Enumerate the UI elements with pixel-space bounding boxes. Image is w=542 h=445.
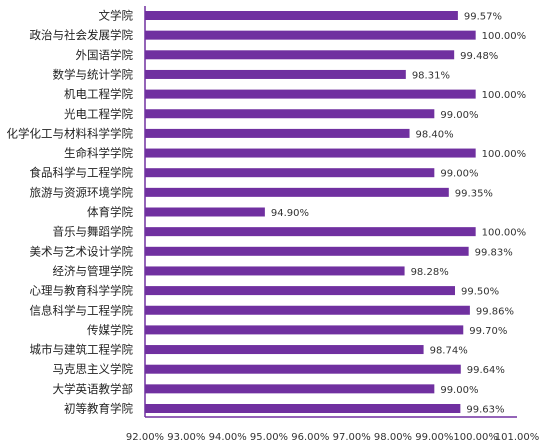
bar [145, 30, 476, 40]
category-label: 传媒学院 [87, 323, 133, 337]
bars-group [145, 11, 476, 413]
bar [145, 109, 435, 119]
data-label: 99.70% [469, 326, 507, 337]
data-label: 100.00% [482, 228, 526, 239]
category-label: 政治与社会发展学院 [30, 28, 134, 42]
data-label: 99.00% [440, 110, 478, 121]
data-label: 99.57% [464, 12, 502, 23]
category-label: 信息科学与工程学院 [30, 303, 134, 317]
category-label: 食品科学与工程学院 [30, 166, 134, 180]
bar [145, 404, 461, 413]
data-label: 99.63% [466, 405, 504, 416]
category-label: 化学化工与材料科学学院 [7, 126, 134, 140]
category-label: 心理与教育科学学院 [30, 284, 134, 298]
bar [145, 207, 265, 217]
data-label: 98.31% [412, 70, 450, 81]
bar [145, 227, 476, 237]
category-label: 外国语学院 [76, 48, 134, 62]
data-label: 99.50% [461, 287, 499, 298]
category-label: 大学英语教学部 [53, 382, 134, 396]
category-label: 文学院 [99, 9, 134, 23]
x-tick-label: 97.00% [333, 432, 371, 443]
data-label: 94.90% [271, 208, 309, 219]
bar [145, 286, 455, 296]
x-tick-label: 94.00% [209, 432, 247, 443]
category-label: 美术与艺术设计学院 [30, 244, 134, 258]
category-label: 城市与建筑工程学院 [30, 343, 134, 357]
data-label: 98.28% [411, 267, 449, 278]
x-tick-label: 93.00% [167, 432, 205, 443]
data-label: 99.64% [467, 365, 505, 376]
data-label: 99.00% [440, 169, 478, 180]
x-tick-label: 96.00% [291, 432, 329, 443]
category-label: 旅游与资源环境学院 [30, 185, 134, 199]
bar [145, 89, 476, 99]
category-label: 音乐与舞蹈学院 [53, 225, 134, 239]
category-label: 光电工程学院 [64, 107, 133, 121]
bar [145, 345, 424, 355]
data-label: 98.74% [430, 346, 468, 357]
tick-labels-group: 92.00% 93.00% 94.00% 95.00% 96.00% 97.00% 98.0… [126, 432, 539, 443]
data-label: 100.00% [482, 31, 526, 42]
x-tick-label: 99.00% [415, 432, 453, 443]
data-label: 99.48% [460, 51, 498, 62]
category-label: 生命科学学院 [64, 146, 133, 160]
bar [145, 11, 458, 20]
bar [145, 325, 464, 335]
data-label: 99.83% [475, 247, 513, 258]
category-label: 经济与管理学院 [53, 264, 134, 278]
x-tick-label: 92.00% [126, 432, 164, 443]
bar [145, 246, 469, 256]
x-tick-label: 100.00% [453, 432, 498, 443]
category-labels-group: 文学院政治与社会发展学院外国语学院数学与统计学院机电工程学院光电工程学院化学化工… [7, 9, 134, 416]
category-label: 数学与统计学院 [53, 67, 134, 81]
x-tick-label: 95.00% [250, 432, 288, 443]
bar [145, 384, 435, 394]
bar [145, 266, 405, 276]
data-label: 99.86% [476, 306, 514, 317]
bar [145, 148, 476, 158]
category-label: 体育学院 [87, 205, 133, 219]
data-label: 99.35% [455, 188, 493, 199]
category-label: 初等教育学院 [64, 402, 133, 416]
category-label: 马克思主义学院 [53, 362, 134, 376]
bar [145, 364, 461, 374]
bar [145, 128, 410, 138]
data-label: 100.00% [482, 149, 526, 160]
data-label: 98.40% [416, 129, 454, 140]
bar [145, 168, 435, 178]
bar [145, 69, 406, 79]
data-label: 99.00% [440, 385, 478, 396]
data-label: 100.00% [482, 90, 526, 101]
x-tick-label: 98.00% [374, 432, 412, 443]
bar [145, 50, 455, 60]
bar [145, 305, 470, 315]
category-label: 机电工程学院 [64, 87, 133, 101]
bar [145, 187, 449, 197]
axes-group [144, 6, 517, 418]
data-labels-group: 99.57% 100.00% 99.48% 98.31% 100.00% 99.00% 98… [271, 12, 526, 416]
x-tick-label: 101.00% [495, 432, 540, 443]
